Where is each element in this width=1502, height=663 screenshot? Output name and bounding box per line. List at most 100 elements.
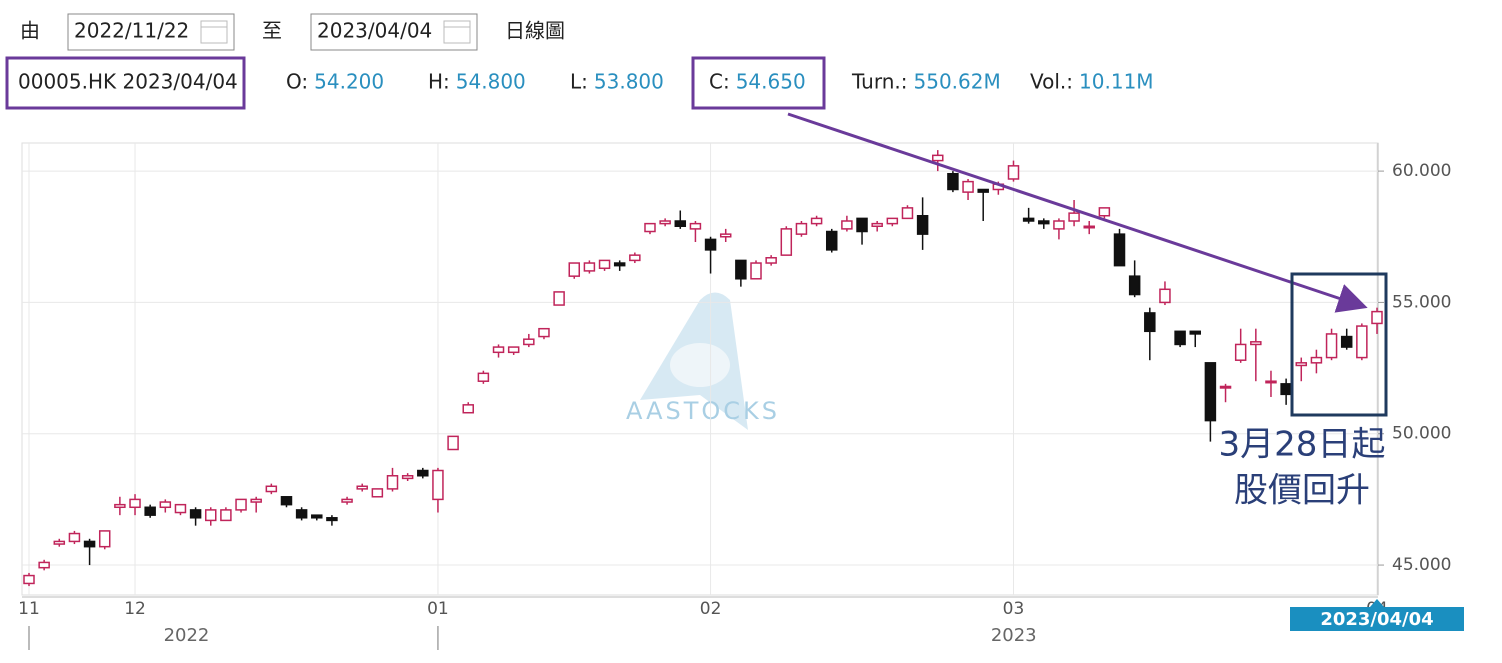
candle-body — [1098, 207, 1111, 217]
to-label: 至 — [262, 19, 282, 43]
quote-label: Turn.: — [851, 70, 908, 94]
candle-body — [401, 475, 414, 480]
y-tick-label: 50.000 — [1392, 424, 1451, 444]
highlight-box — [691, 56, 826, 110]
candle-body — [613, 262, 626, 267]
quote-label: O: — [286, 70, 308, 94]
candle-body — [205, 509, 217, 522]
candle-body — [250, 498, 262, 503]
candle-body — [477, 372, 490, 382]
candle-body — [1174, 330, 1186, 346]
candle-body — [1250, 341, 1262, 346]
from-date: 2022/11/22 — [74, 19, 189, 43]
candle-body — [341, 498, 353, 503]
candle-body — [659, 220, 671, 225]
candle-body — [114, 503, 126, 509]
candle-body — [23, 574, 35, 585]
candle-body — [295, 509, 308, 519]
candle-body — [810, 217, 823, 225]
quote-label: C: — [709, 70, 730, 94]
candle-body — [538, 327, 550, 338]
from-label: 由 — [20, 19, 40, 43]
candle-body — [1356, 325, 1368, 359]
calendar-icon[interactable] — [200, 20, 228, 44]
candle-body — [629, 254, 641, 262]
quote-label: Vol.: — [1030, 70, 1073, 94]
candle-body — [1053, 220, 1065, 230]
quote-label: L: — [570, 70, 588, 94]
candle-body — [159, 501, 172, 509]
candle-body — [1159, 288, 1171, 304]
candle-body — [129, 498, 141, 509]
candle-body — [825, 230, 838, 251]
candle-body — [265, 485, 278, 493]
candle-body — [795, 222, 808, 235]
to-date: 2023/04/04 — [317, 19, 432, 43]
candle-body — [83, 540, 96, 548]
date-tag — [1290, 607, 1464, 631]
chart-kind: 日線圖 — [505, 19, 565, 43]
candle-body — [1007, 165, 1020, 180]
quote-value: 53.800 — [594, 70, 664, 94]
from-date-input[interactable] — [67, 13, 235, 51]
candle-body — [553, 291, 565, 306]
candle-body — [1234, 343, 1247, 361]
candle-body — [1265, 380, 1277, 384]
y-tick-label: 55.000 — [1392, 292, 1451, 312]
candle-body — [962, 180, 974, 193]
date-tag-pointer — [1370, 599, 1384, 607]
candle-body — [235, 498, 247, 511]
quote-value: 54.650 — [736, 70, 806, 94]
quote-value: 54.800 — [456, 70, 526, 94]
candle-body — [780, 228, 793, 256]
y-tick-label: 45.000 — [1392, 555, 1451, 575]
candle-body — [53, 540, 66, 545]
candle-body — [1038, 220, 1050, 225]
candle-body — [644, 222, 656, 233]
candle-body — [1022, 217, 1035, 222]
x-tick-label: 12 — [124, 599, 146, 619]
plot-area — [21, 142, 1379, 596]
candle-body — [977, 188, 989, 193]
candle-body — [1325, 333, 1338, 359]
candle-body — [1371, 310, 1383, 325]
candle-body — [386, 475, 399, 490]
to-date-input[interactable] — [310, 13, 478, 51]
candle-body — [750, 262, 762, 280]
candle-body — [220, 509, 232, 522]
candle-body — [507, 346, 520, 354]
candle-body — [765, 257, 777, 264]
candle-body — [1340, 335, 1353, 348]
symbol: 00005.HK 2023/04/04 — [18, 70, 238, 94]
candle-body — [523, 338, 535, 346]
candle-body — [1189, 330, 1201, 335]
candle-body — [447, 435, 459, 451]
candle-body — [432, 469, 444, 501]
candle-body — [462, 404, 474, 414]
candle-body — [886, 217, 899, 225]
candle-body — [1068, 212, 1080, 222]
candle-body — [841, 220, 853, 230]
x-tick-label: 02 — [700, 599, 722, 619]
candle-body — [38, 561, 50, 569]
candle-body — [1083, 225, 1095, 229]
candle-body — [174, 503, 187, 514]
candle-body — [856, 217, 868, 233]
candle-body — [901, 207, 914, 220]
quote-label: H: — [428, 70, 450, 94]
candle-body — [356, 485, 368, 490]
calendar-icon[interactable] — [443, 20, 471, 44]
candle-body — [1144, 312, 1156, 333]
candle-body — [568, 262, 581, 277]
candle-body — [947, 172, 959, 191]
annotation: 3月28日起 — [1219, 425, 1386, 465]
candle-body — [719, 233, 732, 238]
candle-body — [1113, 233, 1126, 267]
candle-body — [598, 259, 611, 270]
candle-body — [98, 530, 111, 548]
candle-body — [1128, 275, 1141, 296]
candle-body — [735, 259, 747, 280]
x-tick-label: 03 — [1003, 599, 1025, 619]
candle-body — [932, 154, 944, 162]
watermark: AASTOCKS — [626, 397, 780, 425]
